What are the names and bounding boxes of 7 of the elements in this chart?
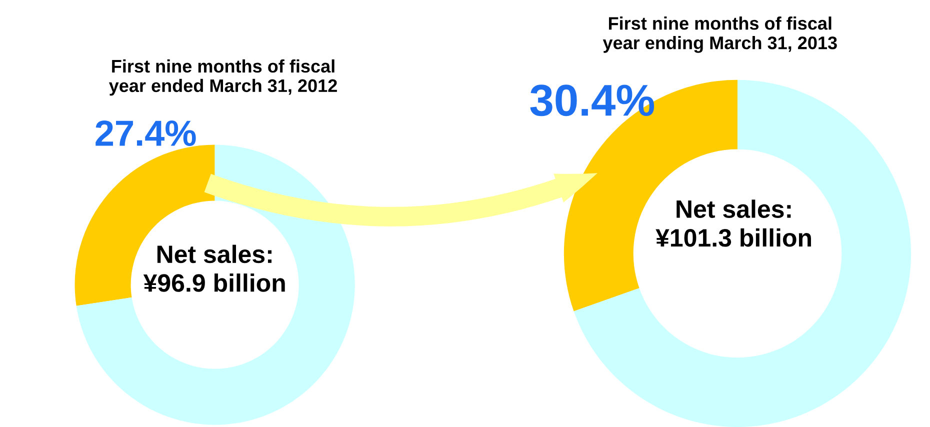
chart-title: First nine months of fiscal year ending March 31, 2013	[602, 16, 837, 53]
chart-title: First nine months of fiscal year ended March 31, 2012	[108, 59, 337, 96]
donut-slice	[76, 144, 355, 425]
data-label: 27.4%	[96, 120, 196, 146]
data-label: 30.4%	[530, 84, 654, 116]
text: Net sales: ¥96.9 billion	[143, 244, 285, 292]
text: Net sales: ¥101.3 billion	[656, 200, 811, 247]
